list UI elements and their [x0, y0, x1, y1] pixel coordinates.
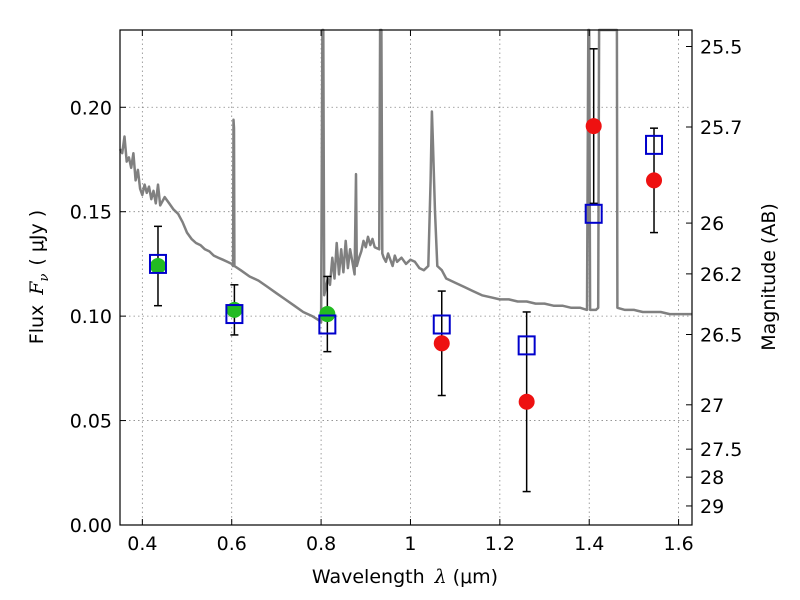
y2-tick-label: 25.7 — [700, 117, 742, 139]
y2-tick-label: 28 — [700, 467, 724, 489]
y-axis-label-unit: ( μJy ) — [26, 210, 48, 266]
model-photometry-box — [432, 314, 451, 335]
x-tick-label: 0.4 — [127, 533, 157, 555]
observed-point — [149, 258, 166, 275]
x-tick-label: 0.6 — [217, 533, 247, 555]
model-photometry-group — [148, 134, 664, 356]
y-tick-label: 0.05 — [70, 411, 112, 433]
y2-tick-label: 26.2 — [700, 264, 742, 286]
plot-frame — [119, 29, 693, 526]
y-tick-label: 0.10 — [70, 306, 112, 328]
x-axis-label-text: Wavelength — [312, 566, 425, 588]
model-spectrum-group — [118, 28, 692, 324]
y2-tick-label: 27 — [700, 395, 724, 417]
model-photometry-box — [517, 335, 536, 356]
observed-point — [518, 393, 535, 410]
model-spectrum-line — [118, 28, 692, 324]
model-photometry-box — [645, 134, 664, 155]
x-tick-label: 1.6 — [663, 533, 693, 555]
observed-point — [433, 335, 450, 352]
y2-tick-label: 26.5 — [700, 325, 742, 347]
x-axis-label: Wavelength λ (μm) — [312, 566, 498, 588]
x-tick-label: 1.4 — [574, 533, 604, 555]
y-tick-label: 0.00 — [70, 515, 112, 537]
y2-axis-label: Magnitude (AB) — [758, 203, 780, 351]
observed-point — [585, 118, 602, 135]
observed-point — [319, 306, 336, 323]
y-axis-label: Flux Fν ( μJy ) — [26, 210, 52, 344]
y2-tick-label: 29 — [700, 496, 724, 518]
y-axis-label-subscript: ν — [37, 274, 52, 282]
x-tick-label: 1.2 — [485, 533, 515, 555]
model-photometry-box — [584, 203, 603, 224]
axis-ticks: 0.4 0.6 0.8 1 1.2 1.4 1.6 0.00 0.05 0.10 0.15 0.20 2… — [70, 30, 742, 555]
y2-tick-label: 25.5 — [700, 36, 742, 58]
x-tick-label: 0.8 — [306, 533, 336, 555]
y-axis-label-text: Flux — [26, 305, 48, 345]
y2-tick-label: 27.5 — [700, 439, 742, 461]
x-axis-label-symbol: λ — [434, 566, 447, 588]
model-photometry-box — [225, 304, 244, 325]
x-axis-label-unit: (μm) — [453, 566, 498, 588]
y-tick-label: 0.20 — [70, 97, 112, 119]
model-photometry-box — [318, 314, 337, 335]
x-tick-label: 1 — [404, 533, 416, 555]
y-axis-label-symbol: F — [26, 281, 48, 296]
observed-point — [646, 172, 663, 189]
model-photometry-box — [148, 253, 167, 274]
y2-tick-label: 26 — [700, 213, 724, 235]
y-tick-label: 0.15 — [70, 202, 112, 224]
